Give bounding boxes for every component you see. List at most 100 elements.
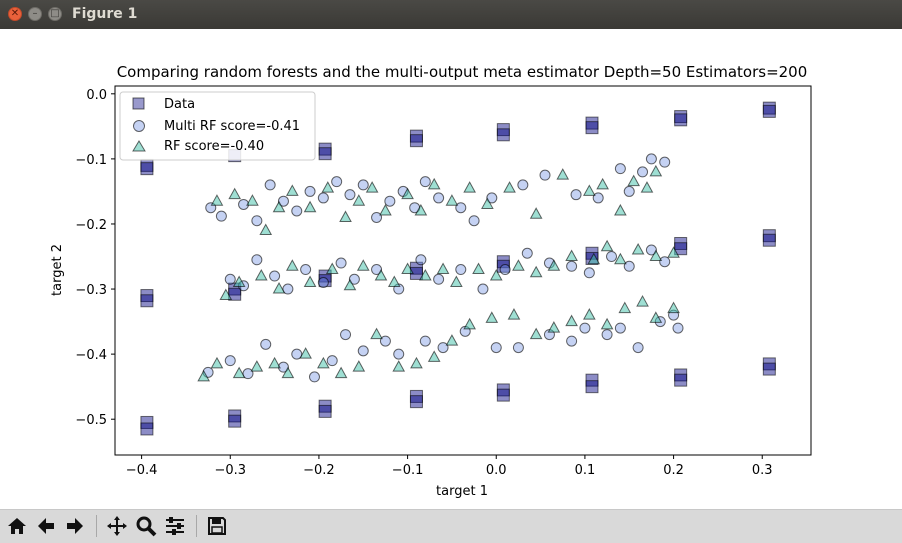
configure-subplots-icon — [166, 517, 184, 535]
rf-prediction-point — [627, 174, 641, 187]
multi-rf-prediction-point — [579, 322, 591, 334]
multi-rf-prediction-point — [269, 270, 281, 282]
y-tick-label: −0.5 — [75, 413, 107, 428]
save-button[interactable] — [204, 513, 230, 539]
data-point — [228, 414, 242, 428]
rf-prediction-point — [352, 194, 366, 206]
rf-prediction-point — [489, 268, 503, 281]
rf-prediction-point — [325, 262, 339, 275]
rf-prediction-point — [472, 262, 485, 275]
rf-prediction-point — [547, 259, 561, 271]
rf-prediction-point — [352, 360, 366, 372]
maximize-icon: □ — [50, 8, 60, 19]
rf-prediction-point — [600, 317, 614, 330]
x-tick-label: 0.0 — [486, 463, 507, 478]
multi-rf-prediction-point — [637, 166, 649, 178]
rf-prediction-point — [246, 194, 259, 206]
legend-frame — [119, 91, 316, 161]
rf-prediction-point — [392, 360, 406, 372]
back-button[interactable] — [33, 513, 59, 539]
rf-prediction-point — [649, 311, 663, 323]
multi-rf-prediction-point — [468, 215, 480, 227]
chart-marks — [140, 101, 776, 436]
data-point — [762, 362, 776, 376]
multi-rf-prediction-point — [614, 163, 626, 175]
pan-button[interactable] — [104, 513, 130, 539]
rf-prediction-point — [365, 181, 379, 193]
window-maximize-button[interactable]: □ — [48, 7, 62, 21]
rf-prediction-point — [379, 203, 392, 216]
rf-prediction-point — [303, 200, 317, 213]
rf-prediction-point — [436, 262, 450, 275]
rf-prediction-point — [299, 347, 312, 359]
rf-prediction-point — [285, 259, 299, 271]
window-close-button[interactable]: ✕ — [8, 7, 22, 21]
multi-rf-prediction-point — [384, 195, 396, 207]
multi-rf-prediction-point — [419, 335, 431, 347]
multi-rf-prediction-point — [512, 342, 524, 354]
rf-prediction-point — [618, 301, 632, 314]
y-tick-label: 0.0 — [86, 88, 107, 103]
data-point — [140, 162, 154, 176]
legend-label-rf: RF score=-0.40 — [164, 139, 264, 154]
window-title: Figure 1 — [72, 6, 138, 22]
multi-rf-prediction-point — [645, 153, 657, 165]
x-tick-label: −0.2 — [303, 463, 335, 478]
multi-rf-prediction-point — [623, 185, 635, 197]
navigation-toolbar — [0, 509, 902, 543]
multi-rf-prediction-point — [566, 335, 578, 347]
multi-rf-prediction-point — [614, 322, 626, 334]
rf-prediction-point — [547, 321, 561, 333]
multi-rf-prediction-point — [437, 342, 449, 354]
configure-subplots-button[interactable] — [162, 513, 188, 539]
rf-prediction-point — [197, 369, 211, 382]
multi-rf-prediction-point — [477, 283, 489, 295]
x-tick-label: 0.1 — [575, 463, 596, 478]
rf-prediction-point — [565, 314, 578, 327]
rf-prediction-point — [667, 246, 680, 258]
home-button[interactable] — [4, 513, 30, 539]
rf-prediction-point — [254, 268, 268, 281]
x-tick-label: 0.2 — [663, 463, 684, 478]
multi-rf-prediction-point — [326, 355, 338, 367]
multi-rf-prediction-point — [371, 264, 383, 276]
multi-rf-prediction-point — [415, 254, 427, 266]
multi-rf-prediction-point — [379, 335, 391, 347]
rf-prediction-point — [587, 252, 601, 265]
forward-arrow-icon — [67, 518, 83, 534]
rf-prediction-point — [321, 181, 335, 193]
series-1 — [202, 153, 684, 383]
toolbar-separator — [196, 515, 197, 537]
multi-rf-prediction-point — [645, 244, 657, 256]
multi-rf-prediction-point — [490, 342, 502, 354]
multi-rf-prediction-point — [455, 202, 467, 214]
forward-button[interactable] — [62, 513, 88, 539]
multi-rf-prediction-point — [317, 192, 329, 204]
data-point — [674, 113, 688, 127]
rf-prediction-point — [334, 366, 348, 379]
rf-prediction-point — [250, 360, 264, 372]
multi-rf-prediction-point — [340, 329, 352, 341]
rf-prediction-point — [343, 278, 357, 291]
rf-prediction-point — [507, 308, 521, 320]
multi-rf-prediction-point — [433, 192, 445, 204]
minimize-icon: – — [32, 8, 38, 19]
rf-prediction-point — [414, 203, 428, 216]
rf-prediction-point — [259, 223, 273, 235]
y-tick-label: −0.4 — [75, 348, 107, 363]
close-icon: ✕ — [10, 8, 20, 19]
multi-rf-prediction-point — [224, 355, 236, 367]
rf-prediction-point — [427, 177, 441, 190]
x-tick-label: −0.4 — [126, 463, 158, 478]
window-minimize-button[interactable]: – — [28, 7, 42, 21]
rf-prediction-point — [582, 308, 596, 320]
zoom-button[interactable] — [133, 513, 159, 539]
data-point — [585, 121, 599, 135]
legend-marker-multi-rf — [133, 120, 145, 132]
rf-prediction-point — [631, 242, 645, 255]
multi-rf-prediction-point — [601, 329, 613, 341]
y-tick-label: −0.3 — [75, 283, 107, 298]
rf-prediction-point — [649, 164, 663, 177]
rf-prediction-point — [481, 197, 494, 209]
data-point — [585, 373, 599, 387]
